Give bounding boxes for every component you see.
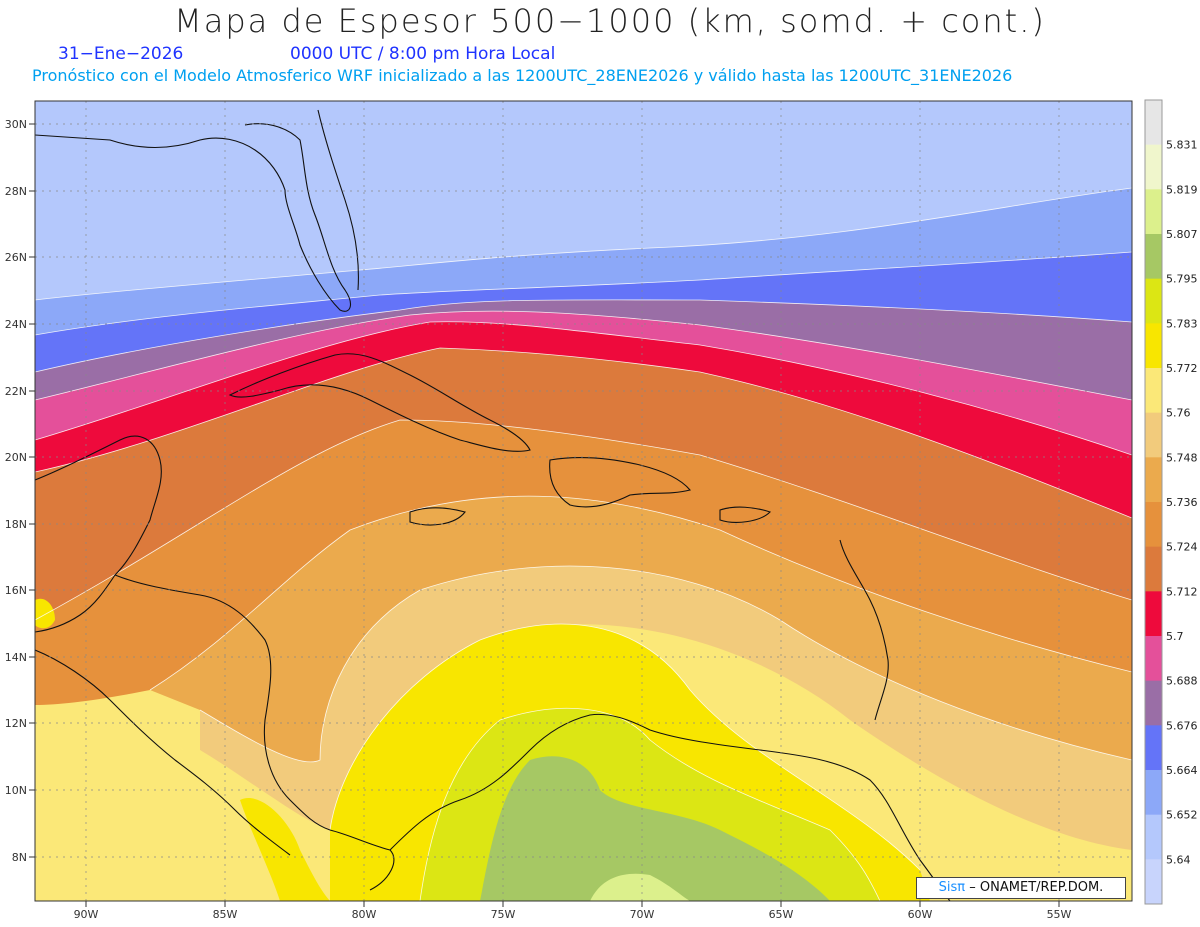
colorbar-label: 5.831 [1166, 139, 1198, 152]
band-5.736 [150, 496, 1132, 762]
colorbar-label: 5.772 [1166, 362, 1198, 375]
puerto-rico [719, 506, 772, 523]
credit-org: – ONAMET/REP.DOM. [969, 880, 1104, 895]
colorbar-swatch [1145, 278, 1162, 324]
colorbar-swatch [1145, 502, 1162, 548]
lat-label: 14N [5, 651, 27, 664]
colorbar-label: 5.664 [1166, 764, 1198, 777]
lat-label: 12N [5, 717, 27, 730]
colorbar-label: 5.652 [1166, 809, 1198, 822]
warm-spot-cam [240, 798, 330, 901]
latitude-labels: 30N 28N 26N 24N 22N 20N 18N 16N 14N 12N … [5, 118, 27, 864]
lon-label: 75W [491, 908, 516, 921]
band-5.688 [35, 311, 1132, 455]
colorbar-label: 5.724 [1166, 541, 1198, 554]
colorbar-swatch [1145, 591, 1162, 637]
hispaniola [549, 457, 691, 508]
lat-label: 26N [5, 251, 27, 264]
colorbar-swatch [1145, 457, 1162, 503]
lon-label: 55W [1047, 908, 1072, 921]
band-5.795 [480, 756, 830, 901]
contour-lines [35, 187, 1132, 901]
colorbar-label: 5.64 [1166, 853, 1191, 866]
forecast-time: 0000 UTC / 8:00 pm Hora Local [290, 44, 556, 64]
cuba [228, 353, 531, 452]
colorbar-swatch [1145, 636, 1162, 682]
colorbar-swatch [1145, 234, 1162, 280]
colorbar-swatch [1145, 368, 1162, 414]
colorbar-label: 5.688 [1166, 675, 1198, 688]
lon-label: 60W [908, 908, 933, 921]
band-5.652 [35, 188, 1132, 335]
lat-label: 24N [5, 318, 27, 331]
colorbar-label: 5.7 [1166, 630, 1184, 643]
lon-label: 70W [630, 908, 655, 921]
band-5.664 [35, 252, 1132, 372]
colorbar-swatch [1145, 144, 1162, 190]
south-america [389, 713, 951, 901]
band-5.748 [200, 566, 1132, 850]
coastlines [35, 109, 951, 901]
warm-spot-hn [35, 598, 55, 629]
colorbar-swatch [1145, 859, 1162, 905]
colorbar-frame [1144, 99, 1163, 905]
lat-label: 8N [12, 851, 27, 864]
lat-label: 10N [5, 784, 27, 797]
colorbar-swatch [1145, 412, 1162, 458]
florida-coast [35, 123, 351, 312]
colorbar-label: 5.748 [1166, 451, 1198, 464]
colorbar-swatch [1145, 100, 1162, 146]
colorbar-label: 5.676 [1166, 719, 1198, 732]
colorbar-label: 5.783 [1166, 317, 1198, 330]
band-5.712 [35, 348, 1132, 620]
credit-box: Sisπ – ONAMET/REP.DOM. [916, 877, 1126, 899]
lat-label: 16N [5, 584, 27, 597]
map-title: Mapa de Espesor 500−1000 (km, somd. + co… [174, 2, 1046, 40]
lon-label: 65W [769, 908, 794, 921]
forecast-date: 31−Ene−2026 [58, 44, 184, 64]
longitude-labels: 90W 85W 80W 75W 70W 65W 60W 55W [74, 908, 1072, 921]
colorbar-swatch [1145, 725, 1162, 771]
graticule [35, 101, 1132, 901]
colorbar-label: 5.807 [1166, 228, 1198, 241]
lon-label: 80W [352, 908, 377, 921]
lat-label: 18N [5, 518, 27, 531]
colorbar-swatch [1145, 323, 1162, 369]
colorbar-swatch [1145, 189, 1162, 235]
band-5.676 [35, 299, 1132, 400]
model-subtitle: Pronóstico con el Modelo Atmosferico WRF… [32, 66, 1013, 85]
colorbar: 5.831 5.819 5.807 5.795 5.783 5.772 5.76 5.748 5… [1144, 99, 1198, 905]
colorbar-swatch [1145, 814, 1162, 860]
colorbar-label: 5.76 [1166, 407, 1191, 420]
colorbar-label: 5.712 [1166, 585, 1198, 598]
lat-label: 28N [5, 185, 27, 198]
florida-east [317, 109, 359, 291]
lat-label: 30N [5, 118, 27, 131]
colorbar-label: 5.795 [1166, 273, 1198, 286]
lat-label: 22N [5, 385, 27, 398]
sispi-logo: Sisπ [938, 880, 966, 895]
colorbar-swatch [1145, 770, 1162, 816]
lon-label: 90W [74, 908, 99, 921]
colorbar-swatch [1145, 546, 1162, 592]
latitude-ticks [29, 123, 1060, 907]
central-america [35, 574, 395, 891]
lesser-antilles [839, 539, 889, 721]
map-frame [34, 100, 1133, 902]
lat-label: 20N [5, 451, 27, 464]
band-5.807 [590, 873, 690, 901]
band-5.724 [35, 420, 1132, 705]
band-5.64 [35, 101, 1132, 300]
colorbar-label: 5.736 [1166, 496, 1198, 509]
band-5.7 [35, 321, 1132, 518]
colorbar-swatch [1145, 680, 1162, 726]
yucatan-mexico [35, 435, 162, 633]
lon-label: 85W [213, 908, 238, 921]
colorbar-label: 5.819 [1166, 183, 1198, 196]
thickness-field [35, 101, 1132, 901]
